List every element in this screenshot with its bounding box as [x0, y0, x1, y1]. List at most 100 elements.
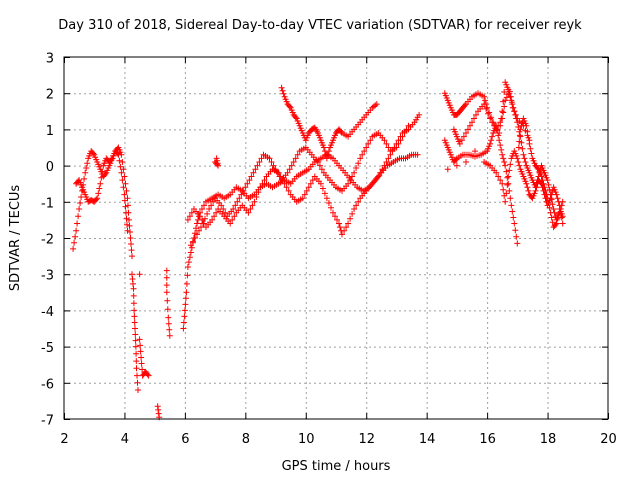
data-point	[542, 195, 549, 202]
data-point	[90, 150, 97, 157]
data-point	[502, 162, 509, 169]
data-point	[461, 102, 468, 109]
data-point	[403, 126, 410, 133]
data-point	[321, 190, 328, 197]
data-point	[511, 108, 518, 115]
data-point	[467, 122, 473, 129]
data-point	[516, 138, 523, 145]
data-point	[93, 196, 100, 203]
data-point	[541, 191, 548, 198]
data-point	[453, 162, 460, 169]
data-point	[280, 90, 287, 97]
data-point	[245, 209, 252, 216]
data-point	[187, 249, 194, 256]
data-point	[559, 220, 566, 227]
data-point	[285, 187, 292, 194]
data-point	[183, 280, 190, 287]
data-point	[482, 97, 489, 104]
data-point	[334, 216, 340, 223]
data-point	[347, 215, 354, 222]
data-point	[70, 245, 77, 252]
data-point	[499, 108, 506, 115]
data-point	[180, 325, 187, 332]
data-point	[489, 133, 496, 140]
data-point	[540, 187, 547, 194]
data-point	[259, 180, 266, 187]
data-point	[493, 126, 500, 133]
data-point	[554, 195, 561, 202]
grid	[64, 57, 608, 419]
data-point	[515, 144, 522, 151]
x-tick-label: 20	[600, 432, 617, 447]
data-point	[520, 151, 527, 158]
data-point	[463, 130, 469, 136]
data-point	[499, 151, 506, 158]
data-point	[349, 173, 356, 180]
data-point	[456, 140, 463, 147]
data-point	[186, 254, 193, 261]
data-point	[77, 200, 84, 206]
data-point	[212, 159, 219, 165]
data-point	[506, 167, 513, 174]
data-point	[204, 210, 211, 217]
data-point	[537, 179, 544, 186]
data-point	[138, 354, 145, 361]
x-tick-label: 18	[540, 432, 557, 447]
data-point	[341, 227, 348, 234]
data-point	[136, 271, 143, 278]
x-tick-label: 14	[419, 432, 436, 447]
data-point	[249, 202, 256, 209]
y-tick-label: -3	[41, 269, 54, 284]
data-point	[337, 224, 343, 231]
y-tick-label: 1	[46, 124, 54, 139]
data-point	[163, 289, 170, 296]
data-point	[367, 137, 374, 144]
data-point	[307, 180, 314, 187]
data-point	[539, 184, 546, 191]
data-point	[118, 169, 125, 176]
data-point	[213, 160, 220, 167]
data-point	[200, 220, 206, 227]
data-point	[377, 169, 384, 176]
data-point	[319, 185, 326, 192]
data-point	[505, 180, 512, 187]
data-point	[196, 227, 202, 234]
y-tick-label: -2	[41, 233, 54, 248]
data-point	[373, 101, 380, 108]
data-point	[498, 146, 505, 153]
data-point	[246, 177, 253, 184]
data-point	[547, 209, 554, 216]
data-point	[504, 174, 511, 181]
data-point	[503, 168, 510, 175]
data-point	[349, 210, 356, 217]
data-point	[164, 306, 171, 313]
data-point	[520, 122, 527, 129]
data-point	[516, 162, 523, 169]
data-point	[501, 159, 508, 165]
data-point	[487, 115, 494, 122]
x-axis-label: GPS time / hours	[282, 459, 391, 474]
data-point	[71, 239, 78, 246]
data-point	[383, 140, 390, 147]
data-point	[121, 173, 128, 180]
data-point	[465, 126, 471, 133]
data-point	[316, 162, 323, 169]
data-point	[268, 159, 275, 165]
data-point	[121, 191, 128, 198]
data-point	[501, 89, 508, 95]
data-point	[484, 104, 491, 111]
data-point	[497, 142, 504, 149]
data-point	[130, 292, 137, 299]
data-point	[132, 325, 138, 332]
data-point	[309, 177, 316, 184]
data-point	[247, 206, 254, 212]
data-point	[199, 216, 205, 223]
data-point	[82, 169, 89, 176]
data-point	[222, 209, 229, 216]
data-point	[213, 209, 220, 216]
data-point	[163, 274, 170, 281]
data-point	[510, 214, 517, 221]
data-point	[557, 208, 564, 215]
data-point	[292, 114, 299, 121]
data-point	[75, 213, 82, 220]
